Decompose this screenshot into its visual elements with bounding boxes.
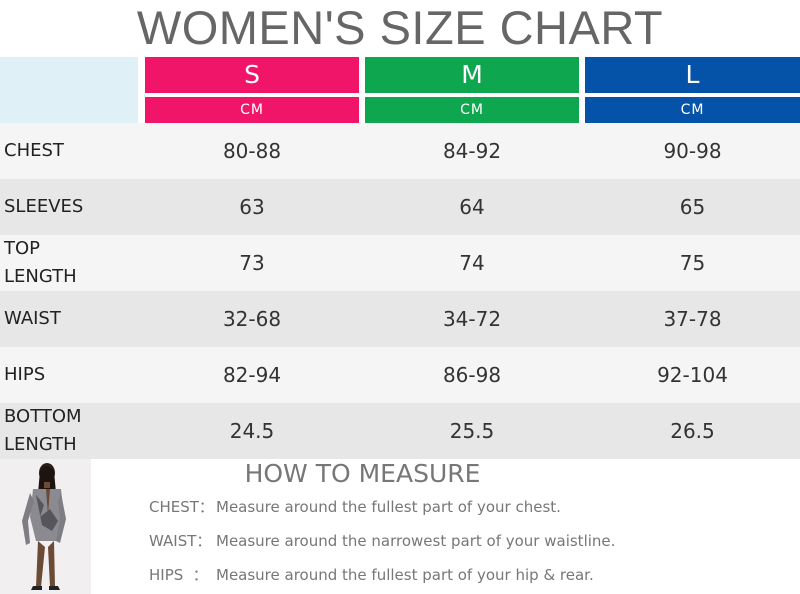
size-m-header: M bbox=[365, 57, 579, 93]
cell-m: 34-72 bbox=[442, 307, 502, 331]
cell-l: 75 bbox=[679, 251, 706, 275]
cell-s: 32-68 bbox=[222, 307, 282, 331]
measure-text: Measure around the fullest part of your … bbox=[216, 566, 594, 584]
unit-l-header: CM bbox=[585, 97, 800, 123]
measure-key: HIPS ： bbox=[149, 566, 208, 584]
row-label: SLEEVES bbox=[4, 196, 84, 217]
table-row-top-length: TOP LENGTH 73 74 75 bbox=[0, 235, 800, 291]
row-label: HIPS bbox=[4, 364, 46, 385]
cell-s: 24.5 bbox=[229, 419, 275, 443]
cell-l: 65 bbox=[679, 195, 706, 219]
row-label: CHEST bbox=[4, 140, 64, 161]
cell-s: 82-94 bbox=[222, 363, 282, 387]
cell-m: 84-92 bbox=[442, 139, 502, 163]
table-row-bottom-length: BOTTOM LENGTH 24.5 25.5 26.5 bbox=[0, 403, 800, 459]
unit-s-header: CM bbox=[145, 97, 359, 123]
measure-text: Measure around the fullest part of your … bbox=[216, 498, 561, 516]
measure-item-chest: CHEST： Measure around the fullest part o… bbox=[0, 496, 800, 518]
cell-l: 37-78 bbox=[663, 307, 722, 331]
table-row-waist: WAIST 32-68 34-72 37-78 bbox=[0, 291, 800, 347]
cell-l: 26.5 bbox=[670, 419, 715, 443]
cell-l: 90-98 bbox=[663, 139, 722, 163]
cell-m: 25.5 bbox=[449, 419, 495, 443]
measure-item-waist: WAIST： Measure around the narrowest part… bbox=[0, 530, 800, 552]
row-label: WAIST bbox=[4, 308, 61, 329]
measure-item-hips: HIPS ： Measure around the fullest part o… bbox=[0, 564, 800, 586]
cell-s: 80-88 bbox=[222, 139, 282, 163]
table-row-chest: CHEST 80-88 84-92 90-98 bbox=[0, 123, 800, 179]
row-label: BOTTOM LENGTH bbox=[4, 406, 82, 455]
table-row-sleeves: SLEEVES 63 64 65 bbox=[0, 179, 800, 235]
page-title: WOMEN'S SIZE CHART bbox=[136, 1, 664, 54]
measure-text: Measure around the narrowest part of you… bbox=[216, 532, 616, 550]
size-l-header: L bbox=[585, 57, 800, 93]
cell-m: 74 bbox=[459, 251, 485, 275]
cell-s: 63 bbox=[239, 195, 265, 219]
table-row-hips: HIPS 82-94 86-98 92-104 bbox=[0, 347, 800, 403]
cell-l: 92-104 bbox=[657, 363, 728, 387]
cell-m: 86-98 bbox=[442, 363, 502, 387]
measure-key: CHEST： bbox=[149, 498, 214, 516]
cell-m: 64 bbox=[459, 195, 485, 219]
header-corner-cell bbox=[0, 57, 138, 123]
how-to-measure-title: HOW TO MEASURE bbox=[244, 459, 481, 488]
measure-key: WAIST： bbox=[149, 532, 212, 550]
model-photo bbox=[0, 459, 91, 594]
unit-m-header: CM bbox=[365, 97, 579, 123]
row-label: TOP LENGTH bbox=[4, 238, 77, 287]
cell-s: 73 bbox=[239, 251, 265, 275]
size-s-header: S bbox=[145, 57, 359, 93]
